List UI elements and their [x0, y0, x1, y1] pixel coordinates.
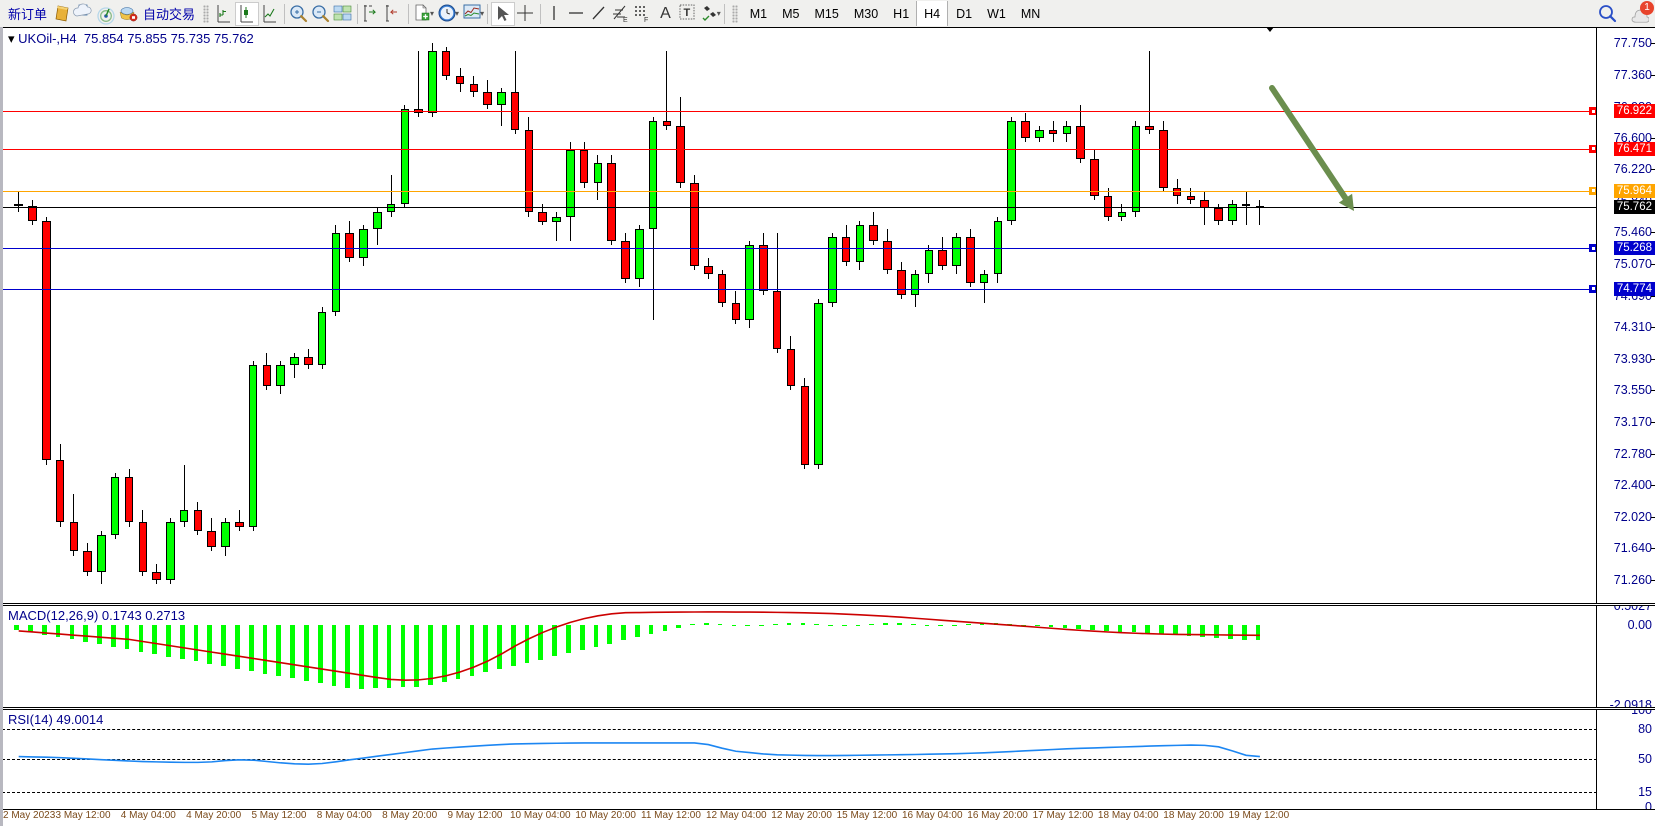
svg-text:E: E	[623, 17, 628, 24]
svg-text:T: T	[683, 7, 690, 19]
svg-text:F: F	[644, 17, 648, 24]
